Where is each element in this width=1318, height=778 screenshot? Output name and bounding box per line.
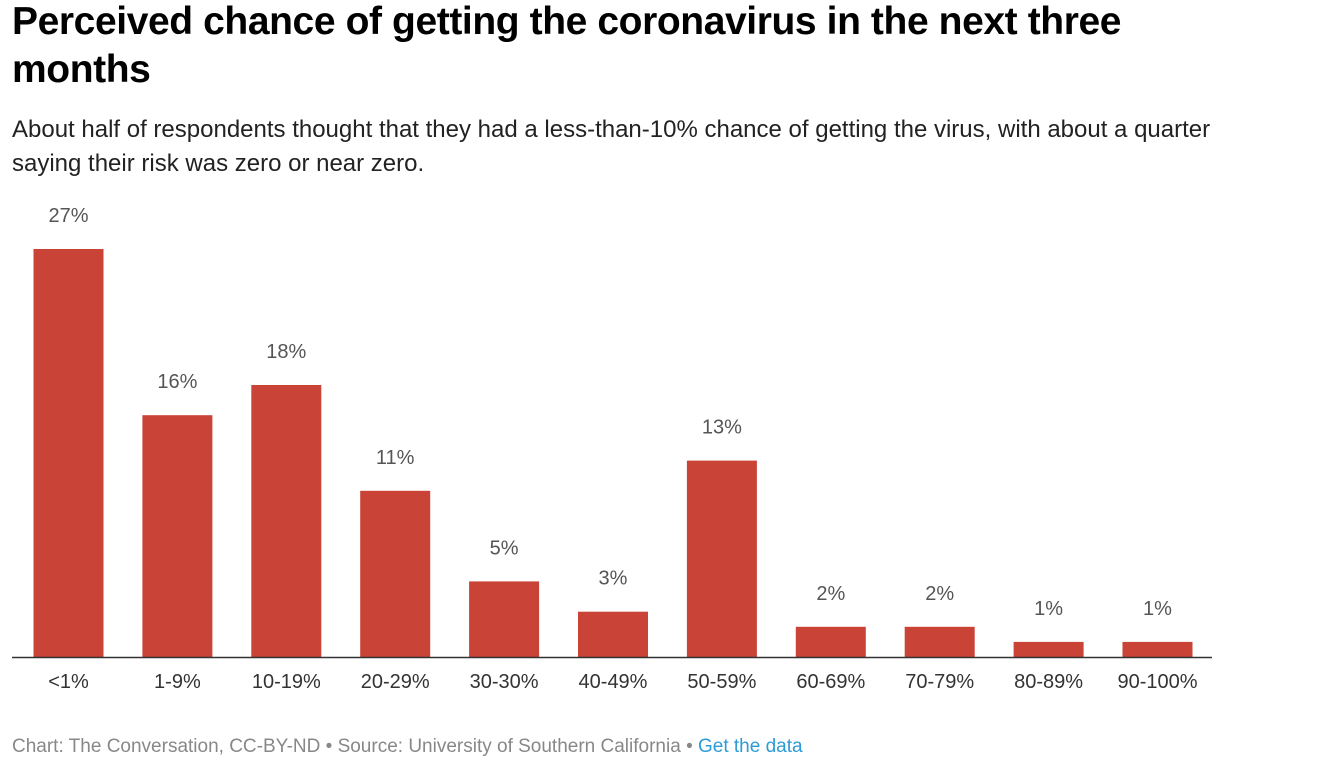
bar: [360, 490, 431, 657]
x-tick-label: 50-59%: [687, 671, 756, 693]
bar: [1013, 641, 1084, 657]
bar: [686, 460, 757, 657]
get-the-data-link[interactable]: Get the data: [698, 736, 803, 757]
value-label: 2%: [816, 583, 845, 605]
x-tick-label: 40-49%: [579, 671, 648, 693]
footer-separator-1: •: [325, 736, 333, 757]
value-label-group: 27% 16% 18% 11% 5% 3% 13% 2% 2% 1% 1%: [48, 205, 1172, 620]
x-tick-label: 80-89%: [1014, 671, 1083, 693]
x-tick-label: 60-69%: [796, 671, 865, 693]
footer-credit: Chart: The Conversation, CC-BY-ND: [12, 736, 321, 757]
chart-title: Perceived chance of getting the coronavi…: [12, 0, 1122, 91]
bar: [251, 385, 322, 657]
x-tick-label: <1%: [48, 671, 89, 693]
value-label: 16%: [157, 371, 197, 393]
value-label: 1%: [1034, 598, 1063, 620]
value-label: 2%: [925, 583, 954, 605]
value-label: 3%: [599, 568, 628, 590]
bar-group: [33, 249, 1193, 657]
bar-chart: 27% 16% 18% 11% 5% 3% 13% 2% 2% 1% 1% <1% 1-9% 10-19…: [12, 205, 1212, 693]
bar: [904, 626, 975, 657]
chart-footer: Chart: The Conversation, CC-BY-ND • Sour…: [12, 736, 803, 758]
value-label: 5%: [490, 537, 519, 559]
bar: [142, 415, 213, 657]
value-label: 11%: [376, 447, 415, 469]
value-label: 1%: [1143, 598, 1172, 620]
bar: [469, 581, 540, 657]
value-label: 13%: [702, 417, 742, 439]
x-tick-label: 90-100%: [1117, 671, 1197, 693]
x-tick-label: 10-19%: [252, 671, 321, 693]
chart-subtitle: About half of respondents thought that t…: [12, 116, 1211, 177]
x-tick-label: 20-29%: [361, 671, 430, 693]
bar: [1122, 641, 1193, 657]
value-label: 27%: [48, 205, 88, 227]
bar: [33, 249, 104, 657]
footer-source: Source: University of Southern Californi…: [337, 736, 681, 757]
bar: [578, 611, 648, 657]
footer-separator-2: •: [686, 736, 693, 757]
bar: [795, 626, 866, 657]
x-tick-label-group: <1% 1-9% 10-19% 20-29% 30-30% 40-49% 50-59% 60-…: [48, 671, 1198, 693]
x-tick-label: 70-79%: [905, 671, 974, 693]
x-tick-label: 30-30%: [470, 671, 539, 693]
value-label: 18%: [266, 341, 306, 363]
x-tick-label: 1-9%: [154, 671, 201, 693]
